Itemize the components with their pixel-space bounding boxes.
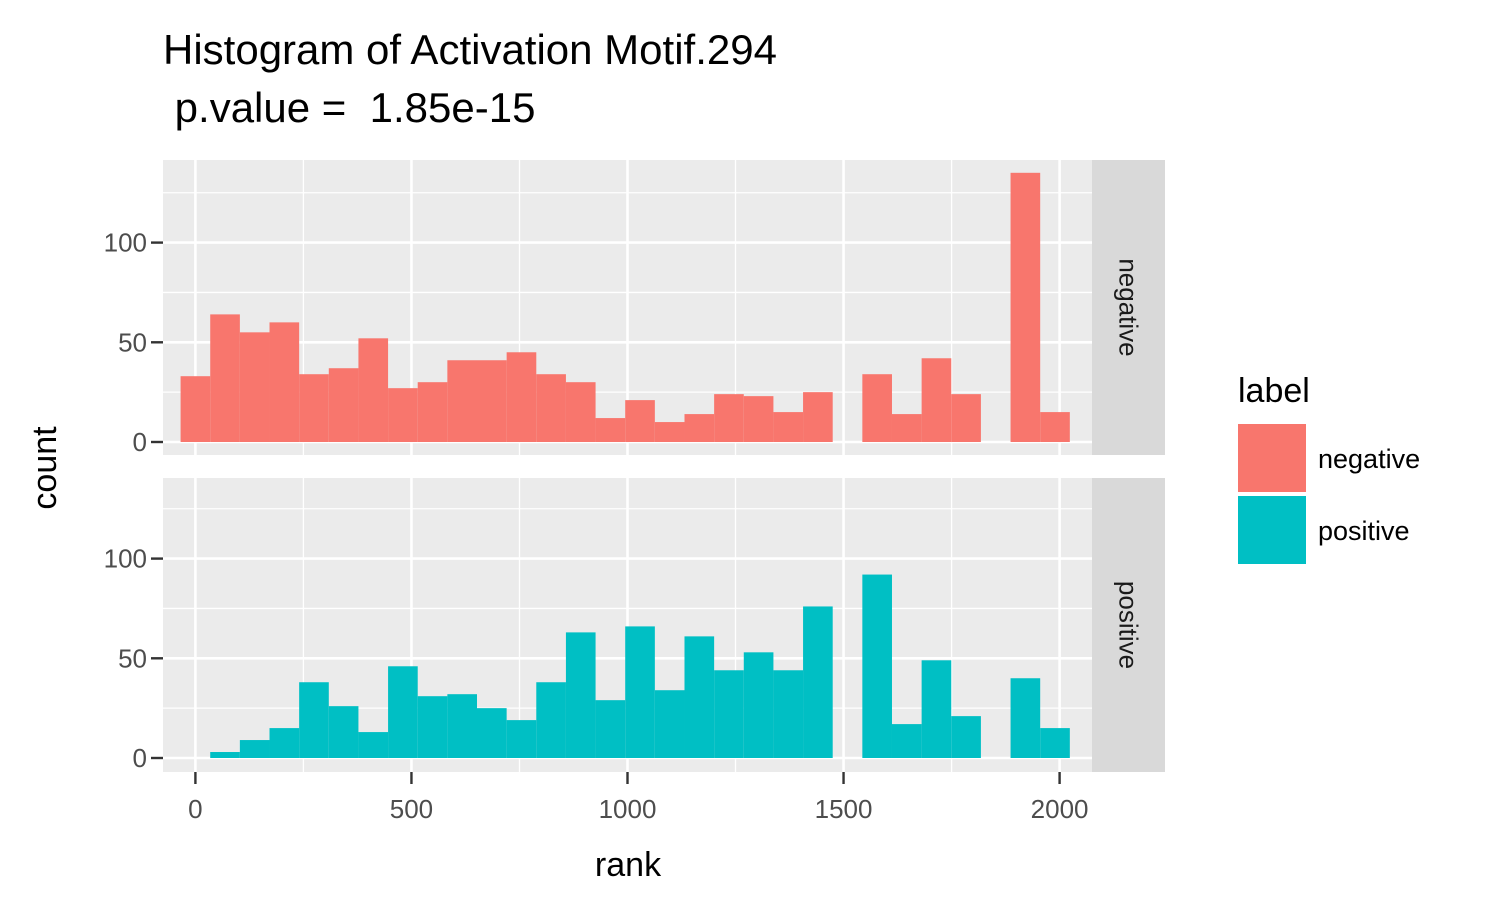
y-tick-label: 100 <box>104 544 147 574</box>
y-tick-label: 50 <box>118 327 147 357</box>
histogram-bar-negative <box>951 394 981 442</box>
histogram-bar-negative <box>1010 172 1041 442</box>
histogram-bar-positive <box>269 728 300 758</box>
histogram-bar-positive <box>1040 728 1070 758</box>
histogram-bar-negative <box>506 352 537 442</box>
histogram-bar-positive <box>684 636 715 758</box>
legend-label-positive: positive <box>1318 516 1410 546</box>
facet-strip-label-positive: positive <box>1114 581 1144 669</box>
histogram-bar-positive <box>358 732 389 758</box>
histogram-bar-positive <box>862 574 892 758</box>
histogram-bar-positive <box>891 724 922 758</box>
histogram-bar-positive <box>388 666 418 758</box>
histogram-bar-positive <box>803 606 833 758</box>
histogram-bar-negative <box>891 414 922 442</box>
facet-strip-label-negative: negative <box>1114 258 1144 356</box>
y-tick-label: 50 <box>118 643 147 673</box>
histogram-bar-negative <box>714 394 744 442</box>
histogram-bar-positive <box>595 700 626 758</box>
histogram-bar-negative <box>595 418 626 442</box>
histogram-bar-positive <box>1010 678 1041 758</box>
legend-label-negative: negative <box>1318 444 1420 474</box>
histogram-bar-negative <box>1040 412 1070 442</box>
histogram-bar-negative <box>417 382 448 442</box>
histogram-bar-negative <box>536 374 566 442</box>
y-tick-label: 0 <box>133 743 147 773</box>
histogram-bar-negative <box>328 368 359 442</box>
chart-subtitle: p.value = 1.85e-15 <box>163 84 535 131</box>
histogram-bar-negative <box>743 396 774 442</box>
y-tick-label: 100 <box>104 228 147 258</box>
histogram-bar-positive <box>299 682 329 758</box>
histogram-bar-positive <box>506 720 537 758</box>
histogram-bar-negative <box>269 322 300 442</box>
histogram-bar-positive <box>654 690 685 758</box>
histogram-bar-negative <box>625 400 655 442</box>
histogram-bar-negative <box>684 414 715 442</box>
x-tick-label: 2000 <box>1031 794 1089 824</box>
histogram-bar-positive <box>625 626 655 758</box>
y-axis-title: count <box>26 426 64 510</box>
histogram-bar-negative <box>358 338 389 442</box>
histogram-bar-negative <box>210 314 240 442</box>
histogram-bar-positive <box>477 708 507 758</box>
histogram-bar-negative <box>180 376 211 442</box>
histogram-bar-positive <box>447 694 478 758</box>
histogram-bar-positive <box>536 682 566 758</box>
histogram-bar-negative <box>803 392 833 442</box>
histogram-bar-negative <box>565 382 596 442</box>
histogram-bar-negative <box>239 332 270 442</box>
x-tick-label: 500 <box>390 794 433 824</box>
histogram-bar-positive <box>714 670 744 758</box>
histogram-bar-negative <box>388 388 418 442</box>
x-tick-label: 0 <box>188 794 202 824</box>
histogram-bar-positive <box>328 706 359 758</box>
histogram-bar-negative <box>477 360 507 442</box>
legend-key-positive <box>1238 496 1306 564</box>
histogram-bar-negative <box>654 422 685 442</box>
histogram-bar-positive <box>210 752 240 758</box>
histogram-bar-negative <box>862 374 892 442</box>
histogram-bar-positive <box>417 696 448 758</box>
y-tick-label: 0 <box>133 427 147 457</box>
x-tick-label: 1000 <box>599 794 657 824</box>
histogram-bar-negative <box>299 374 329 442</box>
legend-title: label <box>1238 372 1310 410</box>
histogram-bar-positive <box>951 716 981 758</box>
histogram-bar-negative <box>773 412 804 442</box>
histogram-bar-negative <box>921 358 952 442</box>
histogram-bar-positive <box>743 652 774 758</box>
histogram-bar-positive <box>239 740 270 758</box>
histogram-bar-positive <box>921 660 952 758</box>
x-tick-label: 1500 <box>815 794 873 824</box>
histogram-bar-positive <box>773 670 804 758</box>
legend: label negative positive <box>1238 372 1420 564</box>
facet-strip-negative <box>1092 160 1165 455</box>
histogram-bar-negative <box>447 360 478 442</box>
x-axis-title: rank <box>595 846 662 884</box>
histogram-bar-positive <box>565 632 596 758</box>
chart-title: Histogram of Activation Motif.294 <box>163 26 777 73</box>
facet-strip-positive <box>1092 478 1165 772</box>
legend-key-negative <box>1238 424 1306 492</box>
